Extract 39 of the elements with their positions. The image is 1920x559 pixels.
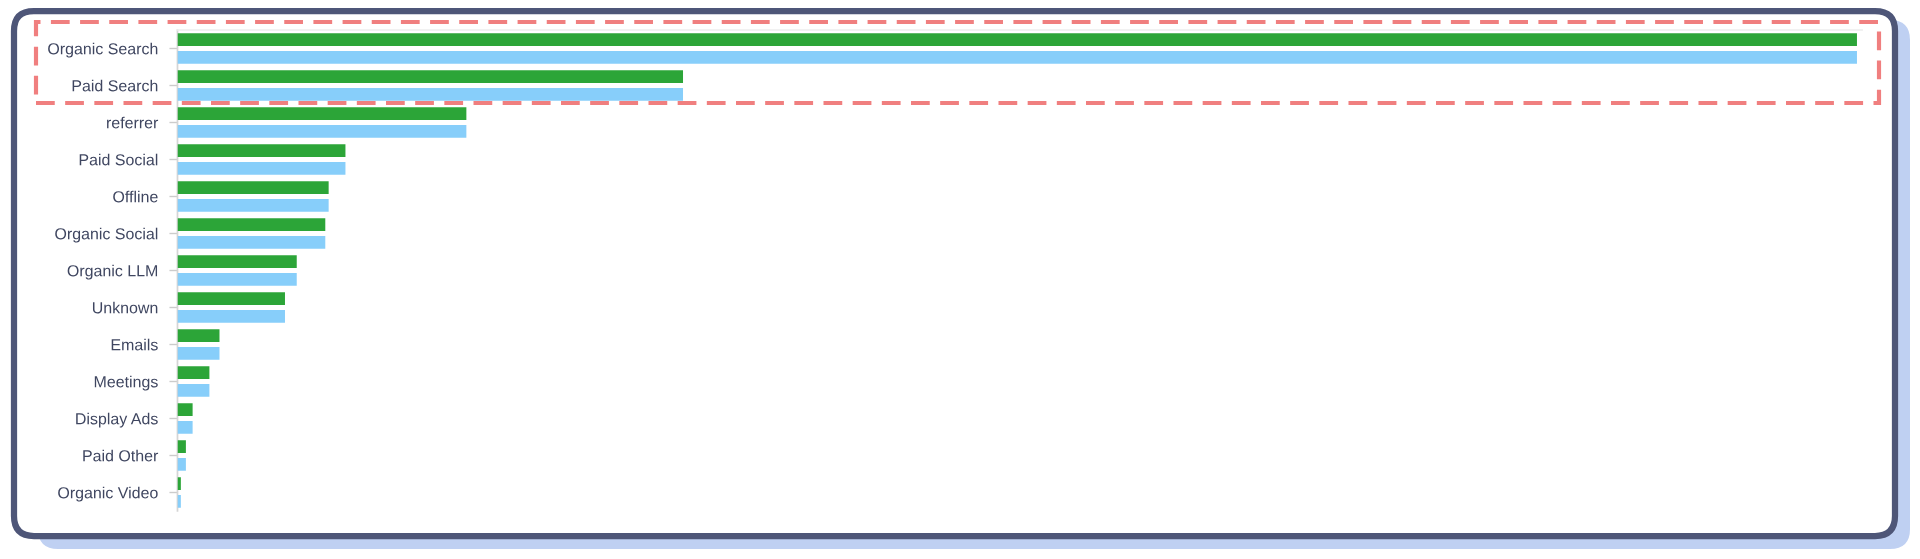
bar [177,199,329,212]
bar [177,181,329,194]
bar [177,384,210,397]
bar [177,88,684,101]
bar [177,33,1857,46]
bar [177,495,181,508]
bar [177,347,220,360]
y-tick-label: Organic Search [48,42,158,58]
bar [177,421,193,434]
bar [177,236,326,249]
bar [177,162,346,175]
y-tick-label: Unknown [92,301,158,314]
y-tick-label: Meetings [94,375,158,391]
y-tick-label: Offline [113,190,158,203]
bar [177,310,285,323]
y-tick-label: Organic Video [58,486,158,502]
bar [177,144,346,157]
y-tick-label: Emails [111,338,158,351]
bar [177,440,186,453]
bar [177,70,684,83]
bar [177,273,297,286]
bar [177,218,326,231]
y-tick-label: Paid Other [83,449,159,462]
y-tick-label: Paid Search [72,79,158,92]
bar [177,477,181,490]
bar [177,458,186,471]
bar [177,255,297,268]
y-tick-label: referrer [107,116,159,129]
bar [177,329,220,342]
y-tick-label: Display Ads [76,412,158,428]
bar [177,366,210,379]
y-tick-label: Organic Social [55,227,158,243]
bar [177,107,467,120]
y-tick-label: Paid Social [79,153,158,166]
bar [177,51,1857,64]
bar [177,403,193,416]
bar [177,292,285,305]
bar [177,125,467,138]
y-tick-label: Organic LLM [67,264,158,280]
